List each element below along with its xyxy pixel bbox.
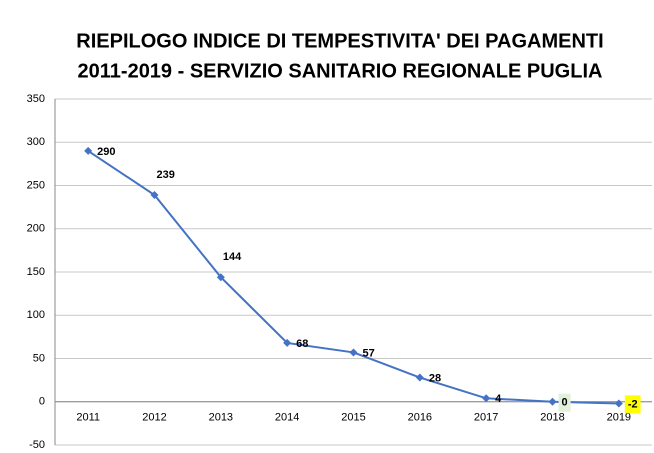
marker xyxy=(216,273,225,282)
y-tick-label: 150 xyxy=(27,266,45,278)
value-label: 144 xyxy=(223,251,242,263)
y-tick-label: 350 xyxy=(27,93,45,105)
x-tick-label: 2011 xyxy=(76,412,100,424)
value-label-background xyxy=(624,395,641,414)
value-label: 0 xyxy=(562,397,568,409)
marker xyxy=(150,191,159,200)
value-label: 57 xyxy=(363,347,375,359)
marker xyxy=(283,338,292,347)
y-tick-label: 300 xyxy=(27,136,45,148)
y-tick-label: 0 xyxy=(39,396,45,408)
value-label: 28 xyxy=(429,372,441,384)
y-tick-label: -50 xyxy=(29,439,45,451)
x-tick-label: 2014 xyxy=(275,412,299,424)
x-tick-label: 2012 xyxy=(142,412,166,424)
marker xyxy=(415,373,424,382)
x-tick-label: 2018 xyxy=(540,412,564,424)
x-tick-label: 2015 xyxy=(341,412,365,424)
y-tick-label: 200 xyxy=(27,223,45,235)
x-tick-label: 2016 xyxy=(408,412,432,424)
value-label: 239 xyxy=(157,169,175,181)
y-tick-label: 100 xyxy=(27,309,45,321)
x-tick-label: 2019 xyxy=(607,412,631,424)
marker xyxy=(482,394,491,403)
marker xyxy=(84,146,93,155)
x-tick-label: 2013 xyxy=(209,412,233,424)
value-label-background xyxy=(558,393,571,412)
y-tick-label: 50 xyxy=(33,352,45,364)
chart-title: RIEPILOGO INDICE DI TEMPESTIVITA' DEI PA… xyxy=(76,30,603,52)
chart-title: 2011-2019 - SERVIZIO SANITARIO REGIONALE… xyxy=(78,60,603,82)
value-label: 290 xyxy=(97,146,115,158)
marker xyxy=(614,399,623,408)
marker xyxy=(349,348,358,357)
value-label: 4 xyxy=(495,393,502,405)
value-label: 68 xyxy=(296,338,308,350)
y-tick-label: 250 xyxy=(27,179,45,191)
value-label: -2 xyxy=(628,398,638,410)
x-tick-label: 2017 xyxy=(474,412,498,424)
marker xyxy=(548,397,557,406)
